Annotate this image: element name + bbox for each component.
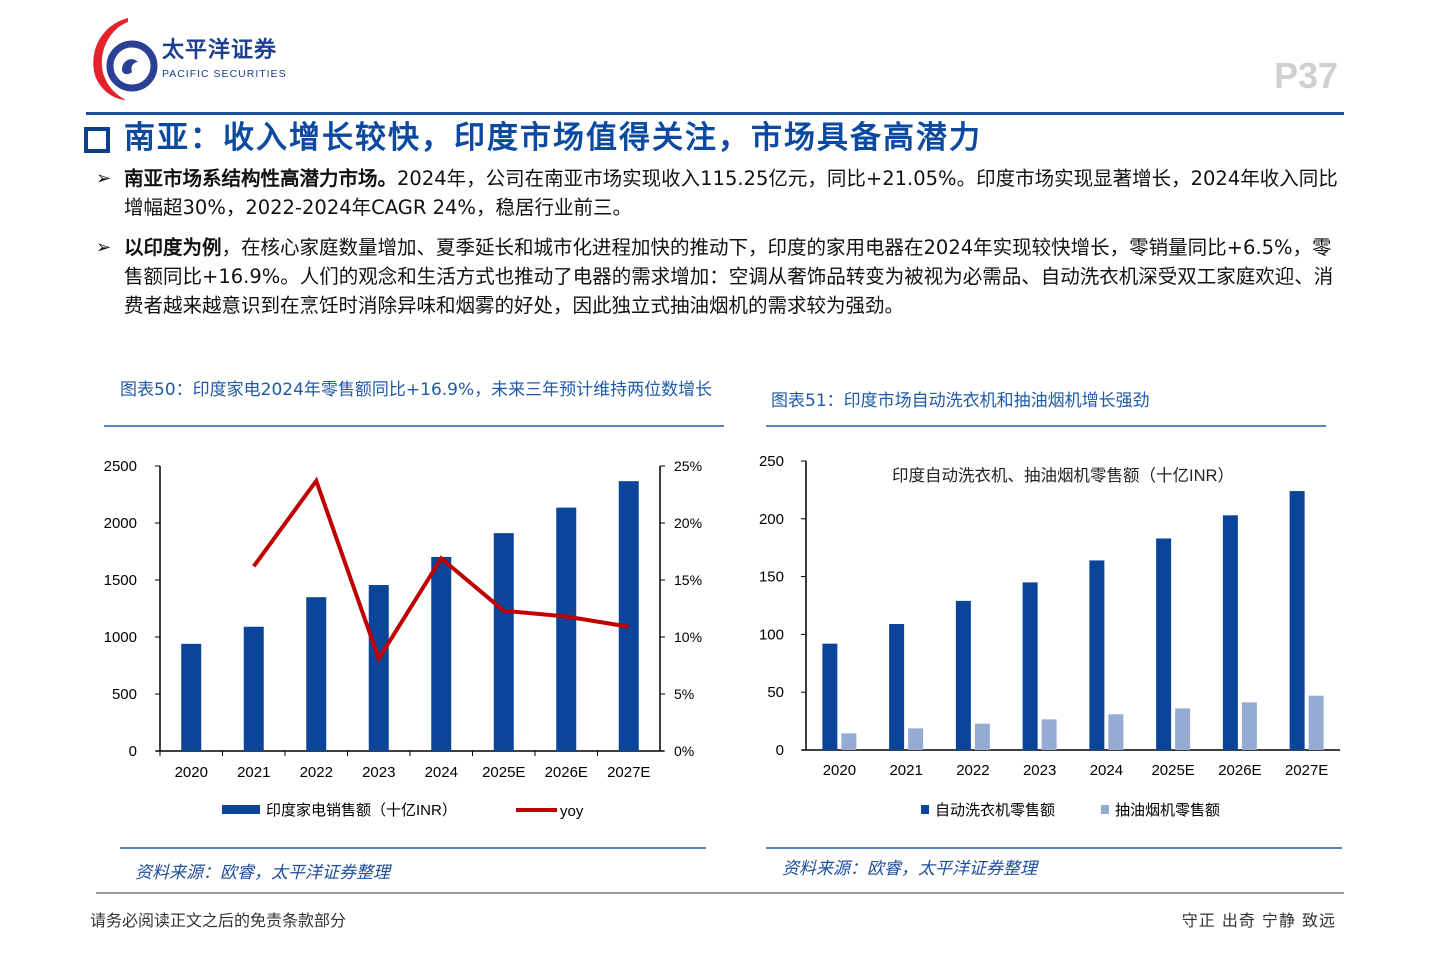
x-tick-label: 2024 <box>1090 762 1123 779</box>
bar-hood-2021 <box>908 728 924 750</box>
bar-2022 <box>306 597 327 751</box>
y-tick-label: 2500 <box>104 458 137 475</box>
bullet-2: ➢ 以印度为例，在核心家庭数量增加、夏季延长和城市化进程加快的推动下，印度的家用… <box>96 233 1346 320</box>
bullet-1: ➢ 南亚市场系结构性高潜力市场。2024年，公司在南亚市场实现收入115.25亿… <box>96 164 1346 222</box>
x-tick-label: 2022 <box>300 764 333 781</box>
x-tick-label: 2027E <box>1285 762 1328 779</box>
bar-hood-2025E <box>1175 708 1191 750</box>
bar-2021 <box>243 626 264 751</box>
bar-hood-2023 <box>1041 719 1057 750</box>
legend-label-yoy: yoy <box>560 803 584 820</box>
figure-51-caption-rule <box>766 425 1326 427</box>
x-tick-label: 2023 <box>1023 762 1056 779</box>
y-tick-label: 150 <box>759 569 784 586</box>
y2-tick-label: 20% <box>674 515 702 531</box>
legend-swatch-hood <box>1101 805 1109 814</box>
y2-tick-label: 25% <box>674 458 702 474</box>
y-tick-label: 0 <box>129 743 137 760</box>
bar-washer-2025E <box>1156 538 1172 750</box>
legend-swatch-washer <box>921 805 929 814</box>
y-tick-label: 250 <box>759 453 784 470</box>
figure-50-source-rule <box>120 847 706 849</box>
y2-tick-label: 0% <box>674 743 694 759</box>
bar-hood-2022 <box>974 723 990 750</box>
footer-disclaimer: 请务必阅读正文之后的免责条款部分 <box>90 911 347 930</box>
x-tick-label: 2021 <box>889 762 922 779</box>
bar-washer-2022 <box>955 600 971 750</box>
figure-50-caption-rule <box>104 425 724 427</box>
title-square-icon <box>84 127 110 153</box>
figure-51-source-rule <box>766 847 1342 849</box>
bar-hood-2026E <box>1241 702 1257 750</box>
bar-2025E <box>493 533 514 751</box>
bar-hood-2020 <box>841 733 857 750</box>
x-tick-label: 2025E <box>1151 762 1194 779</box>
x-tick-label: 2027E <box>607 764 650 781</box>
legend-label-washer: 自动洗衣机零售额 <box>935 802 1055 819</box>
brand-name-cn: 太平洋证券 <box>162 38 278 63</box>
y-tick-label: 1500 <box>104 572 137 589</box>
bar-2027E <box>618 481 639 751</box>
figure-50-caption: 图表50：印度家电2024年零售额同比+16.9%，未来三年预计维持两位数增长 <box>120 380 713 400</box>
y-tick-label: 200 <box>759 511 784 528</box>
footer-divider <box>96 892 1344 894</box>
bar-washer-2023 <box>1022 582 1038 750</box>
y2-tick-label: 15% <box>674 572 702 588</box>
bar-hood-2027E <box>1308 695 1324 750</box>
y-tick-label: 2000 <box>104 515 137 532</box>
y-tick-label: 100 <box>759 626 784 643</box>
x-tick-label: 2020 <box>823 762 856 779</box>
y2-tick-label: 10% <box>674 629 702 645</box>
x-tick-label: 2022 <box>956 762 989 779</box>
x-tick-label: 2026E <box>1218 762 1261 779</box>
bar-washer-2027E <box>1289 491 1305 750</box>
y-tick-label: 0 <box>776 742 784 759</box>
x-tick-label: 2025E <box>482 764 525 781</box>
x-tick-label: 2024 <box>425 764 458 781</box>
bar-washer-2026E <box>1222 515 1238 750</box>
page-title: 南亚：收入增长较快，印度市场值得关注，市场具备高潜力 <box>124 120 982 156</box>
chart-51-inner-title: 印度自动洗衣机、抽油烟机零售额（十亿INR） <box>892 466 1234 485</box>
bullet-1-text: 2024年，公司在南亚市场实现收入115.25亿元，同比+21.05%。印度市场… <box>124 167 1338 219</box>
x-tick-label: 2020 <box>175 764 208 781</box>
y-tick-label: 50 <box>767 684 784 701</box>
y2-tick-label: 5% <box>674 686 694 702</box>
bullet-list: ➢ 南亚市场系结构性高潜力市场。2024年，公司在南亚市场实现收入115.25亿… <box>96 164 1346 320</box>
bar-washer-2024 <box>1089 560 1105 750</box>
logo <box>88 16 158 102</box>
figure-51-source: 资料来源：欧睿，太平洋证券整理 <box>782 859 1037 879</box>
x-tick-label: 2021 <box>237 764 270 781</box>
bar-hood-2024 <box>1108 714 1124 750</box>
y-tick-label: 500 <box>112 686 137 703</box>
bar-2024 <box>431 556 452 751</box>
bar-2026E <box>556 507 577 751</box>
bar-2020 <box>181 643 202 751</box>
arrow-bullet-icon: ➢ <box>96 168 112 189</box>
page-number: P37 <box>1273 55 1338 96</box>
x-tick-label: 2026E <box>545 764 588 781</box>
figure-50-source: 资料来源：欧睿，太平洋证券整理 <box>135 863 390 883</box>
chart-india-appliance-sales: 0 500 1000 1500 2000 2500 0% 5% 10% 15% 20% 25% 2020… <box>104 458 702 820</box>
chart-india-washer-hood-sales: 印度自动洗衣机、抽油烟机零售额（十亿INR） 0 50 100 150 200 250 20… <box>759 453 1340 819</box>
bar-washer-2021 <box>889 623 905 750</box>
bullet-2-lead: 以印度为例 <box>124 236 222 259</box>
bar-2023 <box>368 585 389 751</box>
arrow-bullet-icon: ➢ <box>96 237 112 258</box>
logo-mark-icon <box>93 18 158 100</box>
legend-swatch-sales <box>222 805 260 814</box>
footer-motto: 守正 出奇 宁静 致远 <box>1181 911 1336 930</box>
bullet-1-lead: 南亚市场系结构性高潜力市场。 <box>124 167 398 190</box>
bar-washer-2020 <box>822 643 838 750</box>
legend-label-sales: 印度家电销售额（十亿INR） <box>266 802 457 819</box>
brand-name-en: PACIFIC SECURITIES <box>162 68 287 80</box>
figure-51-caption: 图表51：印度市场自动洗衣机和抽油烟机增长强劲 <box>771 391 1150 411</box>
y-tick-label: 1000 <box>104 629 137 646</box>
legend-label-hood: 抽油烟机零售额 <box>1115 802 1220 819</box>
bullet-2-text: ，在核心家庭数量增加、夏季延长和城市化进程加快的推动下，印度的家用电器在2024… <box>124 236 1334 317</box>
header-divider <box>86 112 1344 115</box>
x-tick-label: 2023 <box>362 764 395 781</box>
